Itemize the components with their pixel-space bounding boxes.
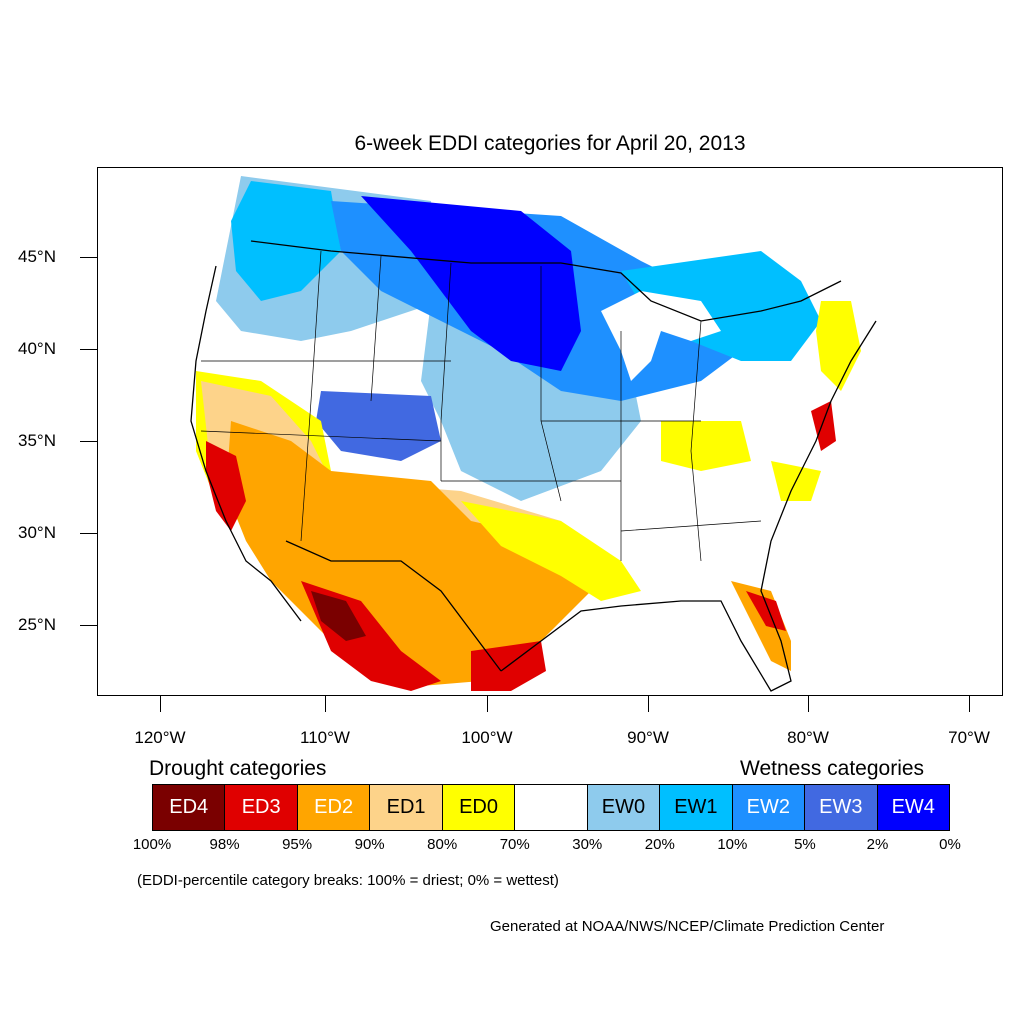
dry-ed0-ohio: [661, 421, 751, 471]
wetness-heading: Wetness categories: [740, 757, 925, 780]
legend-box-ed0: ED0: [442, 785, 516, 830]
percentile-label: 20%: [644, 836, 675, 853]
eddi-map: [190, 176, 877, 692]
lat-tick: [80, 349, 97, 350]
state-lines: [200, 250, 762, 562]
lat-label-25: 25°N: [18, 615, 56, 634]
legend-box-ew1: EW1: [660, 785, 733, 830]
lon-label-120: 120°W: [134, 728, 186, 747]
dry-ed0-south: [461, 501, 641, 601]
legend-colorbar: ED4 ED3 ED2 ED1 ED0 EW0 EW1 EW2 EW3 EW4: [152, 784, 950, 831]
wet-ew4-north: [361, 196, 581, 371]
legend-box-ed2: ED2: [297, 785, 371, 830]
national-border-north: [250, 240, 842, 322]
category-note: (EDDI-percentile category breaks: 100% =…: [137, 872, 559, 889]
dry-ed2-southwest: [226, 421, 591, 686]
wet-ew1-greatlakes: [621, 251, 821, 361]
legend-box-ew3: EW3: [805, 785, 878, 830]
map-title: 6-week EDDI categories for April 20, 201…: [354, 132, 746, 155]
coastline-gulf: [500, 320, 877, 692]
dry-ed4-mexico: [311, 591, 366, 641]
lon-label-100: 100°W: [461, 728, 513, 747]
percentile-label: 90%: [354, 836, 385, 853]
lat-label-45: 45°N: [18, 247, 56, 266]
dry-ed3-florida: [746, 591, 786, 631]
lon-label-90: 90°W: [627, 728, 669, 747]
legend-box-ed4: ED4: [153, 785, 226, 830]
legend-box-neutral: [515, 785, 588, 830]
percentile-label: 100%: [132, 836, 172, 853]
lat-label-40: 40°N: [18, 339, 56, 358]
percentile-label: 98%: [209, 836, 240, 853]
percentile-label: 2%: [866, 836, 889, 853]
coastline-west: [190, 265, 302, 622]
lon-label-70: 70°W: [948, 728, 990, 747]
lon-tick: [648, 696, 649, 712]
dry-ed3-mid-atlantic: [811, 401, 836, 451]
percentile-label: 5%: [794, 836, 816, 853]
percentile-label: 10%: [717, 836, 748, 853]
national-border-south: [285, 540, 502, 672]
lon-tick: [808, 696, 809, 712]
lat-label-30: 30°N: [18, 523, 56, 542]
map-frame: [97, 167, 1003, 696]
great-lakes: [601, 291, 721, 381]
legend-box-ew4: EW4: [877, 785, 949, 830]
percentile-label: 70%: [499, 836, 530, 853]
percentile-label: 30%: [572, 836, 603, 853]
percentile-label: 80%: [427, 836, 458, 853]
dry-ed0-northeast: [816, 301, 861, 391]
lat-tick: [80, 257, 97, 258]
credit-line: Generated at NOAA/NWS/NCEP/Climate Predi…: [490, 918, 885, 935]
drought-heading: Drought categories: [149, 757, 327, 780]
lon-label-110: 110°W: [300, 728, 350, 747]
legend-box-ed1: ED1: [370, 785, 443, 830]
lat-tick: [80, 441, 97, 442]
wet-ew1-northwest: [231, 181, 341, 301]
legend-box-ew2: EW2: [732, 785, 806, 830]
lat-label-35: 35°N: [18, 431, 56, 450]
wet-ew2-colorado: [316, 391, 441, 461]
lon-tick: [487, 696, 488, 712]
legend-box-ew0: EW0: [587, 785, 661, 830]
lat-tick: [80, 625, 97, 626]
lon-tick: [160, 696, 161, 712]
lon-tick: [325, 696, 326, 712]
legend-box-ed3: ED3: [225, 785, 298, 830]
dry-ed3-westcoast: [206, 441, 246, 531]
percentile-label: 95%: [282, 836, 313, 853]
lon-label-80: 80°W: [787, 728, 829, 747]
lat-tick: [80, 533, 97, 534]
lon-tick: [969, 696, 970, 712]
percentile-label: 0%: [939, 836, 961, 853]
